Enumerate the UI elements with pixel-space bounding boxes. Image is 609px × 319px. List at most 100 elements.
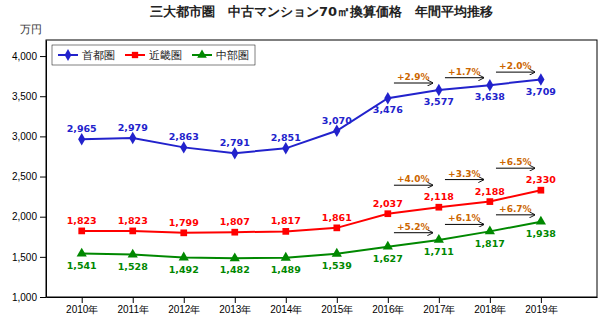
x-tick-mark (388, 297, 389, 303)
legend-item: 首都圏 (58, 49, 115, 62)
series-marker (332, 248, 342, 257)
series-marker (384, 92, 391, 104)
data-label: 1,528 (118, 261, 148, 272)
data-label: 1,799 (169, 217, 199, 228)
series-marker (435, 204, 442, 211)
x-tick-label: 2014年 (270, 304, 302, 315)
x-tick: 2011年 (117, 297, 149, 315)
data-label: 1,489 (271, 264, 301, 275)
series-marker (128, 249, 138, 258)
series-marker (485, 225, 495, 234)
data-label: 1,823 (118, 215, 148, 226)
x-axis: 2010年2011年2012年2013年2014年2015年2016年2017年… (47, 297, 598, 315)
x-tick-label: 2011年 (117, 304, 149, 315)
y-tick: 3,500 (12, 91, 46, 102)
x-tick: 2019年 (525, 297, 557, 315)
annotation-text: +2.9% (397, 72, 430, 82)
annotation-text: +5.2% (397, 222, 430, 232)
data-label: 1,627 (373, 253, 403, 264)
y-tick-label: 3,000 (12, 131, 37, 142)
y-tick-label: 2,000 (12, 211, 37, 222)
data-label: 1,482 (220, 264, 250, 275)
series-marker (282, 142, 289, 154)
data-label: 3,709 (526, 86, 556, 97)
legend-box (52, 45, 255, 65)
data-label: 2,188 (475, 186, 505, 197)
x-tick-label: 2015年 (321, 304, 353, 315)
series-marker (78, 133, 85, 145)
legend-label: 近畿圏 (149, 49, 182, 62)
data-label: 1,539 (322, 260, 352, 271)
y-tick: 2,500 (12, 171, 46, 182)
chart: 三大都市圏 中古マンション70㎡換算価格 年間平均推移万円 2010年 2011年 2… (0, 0, 609, 319)
series-marker (487, 198, 494, 205)
series-marker (78, 228, 85, 235)
x-tick: 2018年 (474, 297, 506, 315)
y-tick-label: 3,500 (12, 91, 37, 102)
x-tick-mark (235, 297, 236, 303)
series-marker (180, 141, 187, 153)
x-tick: 2015年 (321, 297, 353, 315)
y-tick-label: 1,000 (12, 292, 37, 303)
data-label: 1,861 (322, 212, 352, 223)
x-tick-mark (439, 297, 440, 303)
y-tick-mark (40, 217, 46, 218)
data-labels: 2,9652,9792,8632,7912,8513,0703,4763,577… (67, 86, 557, 276)
data-label: 1,807 (220, 216, 250, 227)
data-label: 2,037 (373, 198, 403, 209)
data-label: 3,070 (322, 115, 352, 126)
x-tick-mark (133, 297, 134, 303)
series-marker (333, 125, 340, 137)
x-tick: 2012年 (168, 297, 200, 315)
data-label: 1,817 (475, 238, 505, 249)
x-tick-label: 2016年 (372, 304, 404, 315)
annotation-text: +6.5% (499, 157, 532, 167)
series-marker (486, 79, 493, 91)
annotation-text: +1.7% (448, 67, 481, 77)
annotation-arrow (394, 232, 433, 233)
annotation-arrow (394, 185, 433, 186)
series-marker (179, 252, 189, 261)
annotation-text: +2.0% (499, 61, 532, 71)
series-marker (435, 84, 442, 96)
y-tick-mark (40, 177, 46, 178)
series-marker (129, 132, 136, 144)
series-marker (180, 229, 187, 236)
series-marker (231, 229, 238, 236)
x-tick-mark (286, 297, 287, 303)
x-tick-label: 2012年 (168, 304, 200, 315)
series-line (82, 190, 541, 233)
series-marker (129, 228, 136, 235)
data-label: 2,118 (424, 191, 454, 202)
y-tick: 1,500 (12, 252, 46, 263)
annotation-arrow (445, 224, 484, 225)
x-tick: 2010年 (66, 297, 98, 315)
data-label: 1,823 (67, 215, 97, 226)
series-marker (282, 228, 289, 235)
annotation-arrow (445, 77, 484, 78)
data-label: 3,476 (373, 104, 403, 115)
plot-frame (46, 40, 597, 297)
annotation-arrow (496, 168, 535, 169)
x-tick-mark (82, 297, 83, 303)
x-tick: 2013年 (219, 297, 251, 315)
legend-label: 中部圏 (216, 49, 249, 62)
y-axis-label: 万円 (20, 23, 42, 36)
y-tick-label: 1,500 (12, 252, 37, 263)
x-tick-label: 2018年 (474, 304, 506, 315)
y-tick-mark (40, 297, 46, 298)
data-label: 2,851 (271, 132, 301, 143)
series-marker (383, 241, 393, 250)
series-marker (538, 187, 545, 194)
data-label: 1,711 (424, 246, 454, 257)
data-label: 2,791 (220, 137, 250, 148)
data-label: 3,638 (475, 91, 505, 102)
x-tick-mark (490, 297, 491, 303)
legend-item: 近畿圏 (125, 49, 182, 62)
y-tick-mark (40, 136, 46, 137)
y-tick: 3,000 (12, 131, 46, 142)
series-marker (384, 210, 391, 217)
title: 三大都市圏 中古マンション70㎡換算価格 年間平均推移 (150, 4, 493, 19)
legend-marker (65, 49, 72, 61)
y-tick: 1,000 (12, 292, 46, 303)
